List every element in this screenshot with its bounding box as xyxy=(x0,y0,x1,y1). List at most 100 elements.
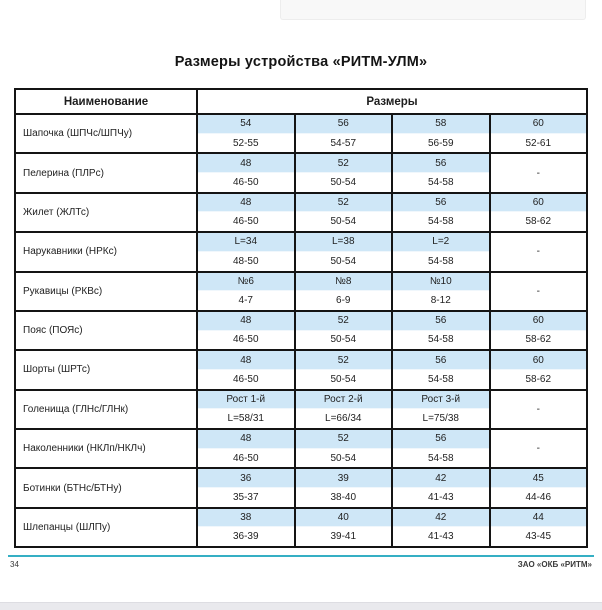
size-range-cell: 54-58 xyxy=(427,452,454,464)
table-header-row: Наименование Размеры xyxy=(16,90,586,113)
size-range-cell: 50-54 xyxy=(330,255,357,267)
size-col: №6 4-7 xyxy=(196,272,294,310)
size-primary-cell: Рост 2-й xyxy=(295,390,391,410)
size-range-cell: 58-62 xyxy=(525,373,552,385)
size-range-cell: L=58/31 xyxy=(227,413,264,425)
size-range-cell: 43-45 xyxy=(525,531,552,543)
row-label: Голенища (ГЛНс/ГЛНк) xyxy=(23,403,129,415)
size-range-cell: 46-50 xyxy=(232,452,259,464)
size-range-cell: 4-7 xyxy=(238,295,253,307)
size-primary-cell: 54 xyxy=(198,115,294,134)
size-range-cell: 41-43 xyxy=(427,531,454,543)
size-col: Рост 3-й L=75/38 xyxy=(391,390,489,428)
size-primary-cell: 60 xyxy=(490,115,586,134)
size-range-cell: 56-59 xyxy=(427,137,454,149)
size-range-cell: 54-57 xyxy=(330,137,357,149)
size-range-cell: 54-58 xyxy=(427,216,454,228)
size-col: 60 52-61 xyxy=(488,115,586,153)
size-primary-cell: L=34 xyxy=(198,233,294,252)
size-range-cell: 50-54 xyxy=(330,334,357,346)
size-col: L=34 48-50 xyxy=(196,233,294,271)
page-title: Размеры устройства «РИТМ-УЛМ» xyxy=(174,54,428,70)
size-range-cell: 58-62 xyxy=(525,216,552,228)
empty-size-cell: - xyxy=(488,233,587,271)
table-row: Голенища (ГЛНс/ГЛНк) Рост 1-й L=58/31 Ро… xyxy=(16,388,586,428)
size-primary-cell: 48 xyxy=(198,193,294,213)
size-primary-cell: 56 xyxy=(393,193,489,213)
size-col: 42 41-43 xyxy=(391,469,489,507)
table-row: Нарукавники (НРКс) L=34 48-50 L=38 50-54… xyxy=(16,231,587,271)
size-col: 48 46-50 xyxy=(196,351,294,389)
size-col: 56 54-58 xyxy=(391,311,489,350)
size-primary-cell: 45 xyxy=(490,469,586,489)
table-row: Пояс (ПОЯс) 48 46-50 52 50-54 56 54-58 6… xyxy=(16,309,586,350)
table-row: Шлепанцы (ШЛПу) 38 36-39 40 39-41 42 41-… xyxy=(16,506,586,547)
size-primary-cell: 48 xyxy=(198,351,294,370)
top-panel-fragment xyxy=(280,0,586,20)
row-label: Нарукавники (НРКс) xyxy=(23,246,117,258)
size-range-cell: 54-58 xyxy=(427,373,454,385)
size-range-cell: 52-55 xyxy=(232,137,259,149)
size-col: 60 58-62 xyxy=(488,193,586,232)
col-header-sizes: Размеры xyxy=(196,90,586,113)
size-primary-cell: 60 xyxy=(490,311,586,331)
size-col: L=2 54-58 xyxy=(391,233,489,271)
size-primary-cell: 56 xyxy=(393,154,489,174)
size-primary-cell: 48 xyxy=(198,430,294,449)
size-col: 36 35-37 xyxy=(196,469,294,507)
size-col: 52 50-54 xyxy=(293,311,391,350)
company-name: ЗАО «ОКБ «РИТМ» xyxy=(517,560,592,569)
size-col: 48 46-50 xyxy=(196,154,294,192)
table-row: Ботинки (БТНс/БТНу) 36 35-37 39 38-40 42… xyxy=(16,467,586,507)
size-range-cell: 39-41 xyxy=(330,531,357,543)
size-range-cell: 36-39 xyxy=(232,531,259,543)
size-col: 48 46-50 xyxy=(196,311,294,350)
size-primary-cell: №8 xyxy=(295,272,391,292)
size-range-cell: 41-43 xyxy=(427,491,454,503)
size-col: №10 8-12 xyxy=(391,272,489,310)
size-primary-cell: 48 xyxy=(198,154,294,174)
size-range-cell: 50-54 xyxy=(330,176,357,188)
size-primary-cell: 44 xyxy=(490,508,586,528)
size-range-cell: 6-9 xyxy=(336,295,351,307)
size-col: L=38 50-54 xyxy=(293,233,391,271)
size-range-cell: 52-61 xyxy=(525,137,552,149)
table-row: Шорты (ШРТс) 48 46-50 52 50-54 56 54-58 … xyxy=(16,349,586,389)
row-label: Шлепанцы (ШЛПу) xyxy=(23,521,111,533)
size-primary-cell: №6 xyxy=(198,272,294,292)
size-primary-cell: 60 xyxy=(490,351,586,370)
size-col: 40 39-41 xyxy=(293,508,391,547)
size-col: 60 58-62 xyxy=(488,351,586,389)
row-label: Рукавицы (РКВс) xyxy=(23,285,103,297)
size-range-cell: L=75/38 xyxy=(422,413,459,425)
size-range-cell: 46-50 xyxy=(232,176,259,188)
size-col: 38 36-39 xyxy=(196,508,294,547)
table-row: Жилет (ЖЛТс) 48 46-50 52 50-54 56 54-58 … xyxy=(16,191,586,232)
size-col: 60 58-62 xyxy=(488,311,586,350)
size-primary-cell: L=38 xyxy=(295,233,391,252)
row-label: Пелерина (ПЛРс) xyxy=(23,167,104,179)
size-col: 52 50-54 xyxy=(293,430,391,468)
size-col: 56 54-58 xyxy=(391,193,489,232)
size-col: 56 54-58 xyxy=(391,154,489,192)
size-range-cell: 44-46 xyxy=(525,491,552,503)
size-col: 42 41-43 xyxy=(391,508,489,547)
table-row: Пелерина (ПЛРс) 48 46-50 52 50-54 56 54-… xyxy=(16,152,586,192)
size-col: 48 46-50 xyxy=(196,193,294,232)
size-table: Наименование Размеры Шапочка (ШПЧс/ШПЧу)… xyxy=(14,88,588,549)
size-range-cell: 46-50 xyxy=(232,216,259,228)
size-primary-cell: 52 xyxy=(295,154,391,174)
size-range-cell: 48-50 xyxy=(232,255,259,267)
size-primary-cell: 60 xyxy=(490,193,586,213)
size-col: 52 50-54 xyxy=(293,351,391,389)
size-primary-cell: 36 xyxy=(198,469,294,489)
size-col: 56 54-58 xyxy=(391,351,489,389)
size-primary-cell: №10 xyxy=(393,272,489,292)
row-label: Пояс (ПОЯс) xyxy=(23,325,83,337)
size-col: Рост 1-й L=58/31 xyxy=(196,390,294,428)
size-primary-cell: 40 xyxy=(295,508,391,528)
size-col: 48 46-50 xyxy=(196,430,294,468)
size-range-cell: 54-58 xyxy=(427,176,454,188)
size-col: 54 52-55 xyxy=(196,115,294,153)
size-primary-cell: 52 xyxy=(295,311,391,331)
